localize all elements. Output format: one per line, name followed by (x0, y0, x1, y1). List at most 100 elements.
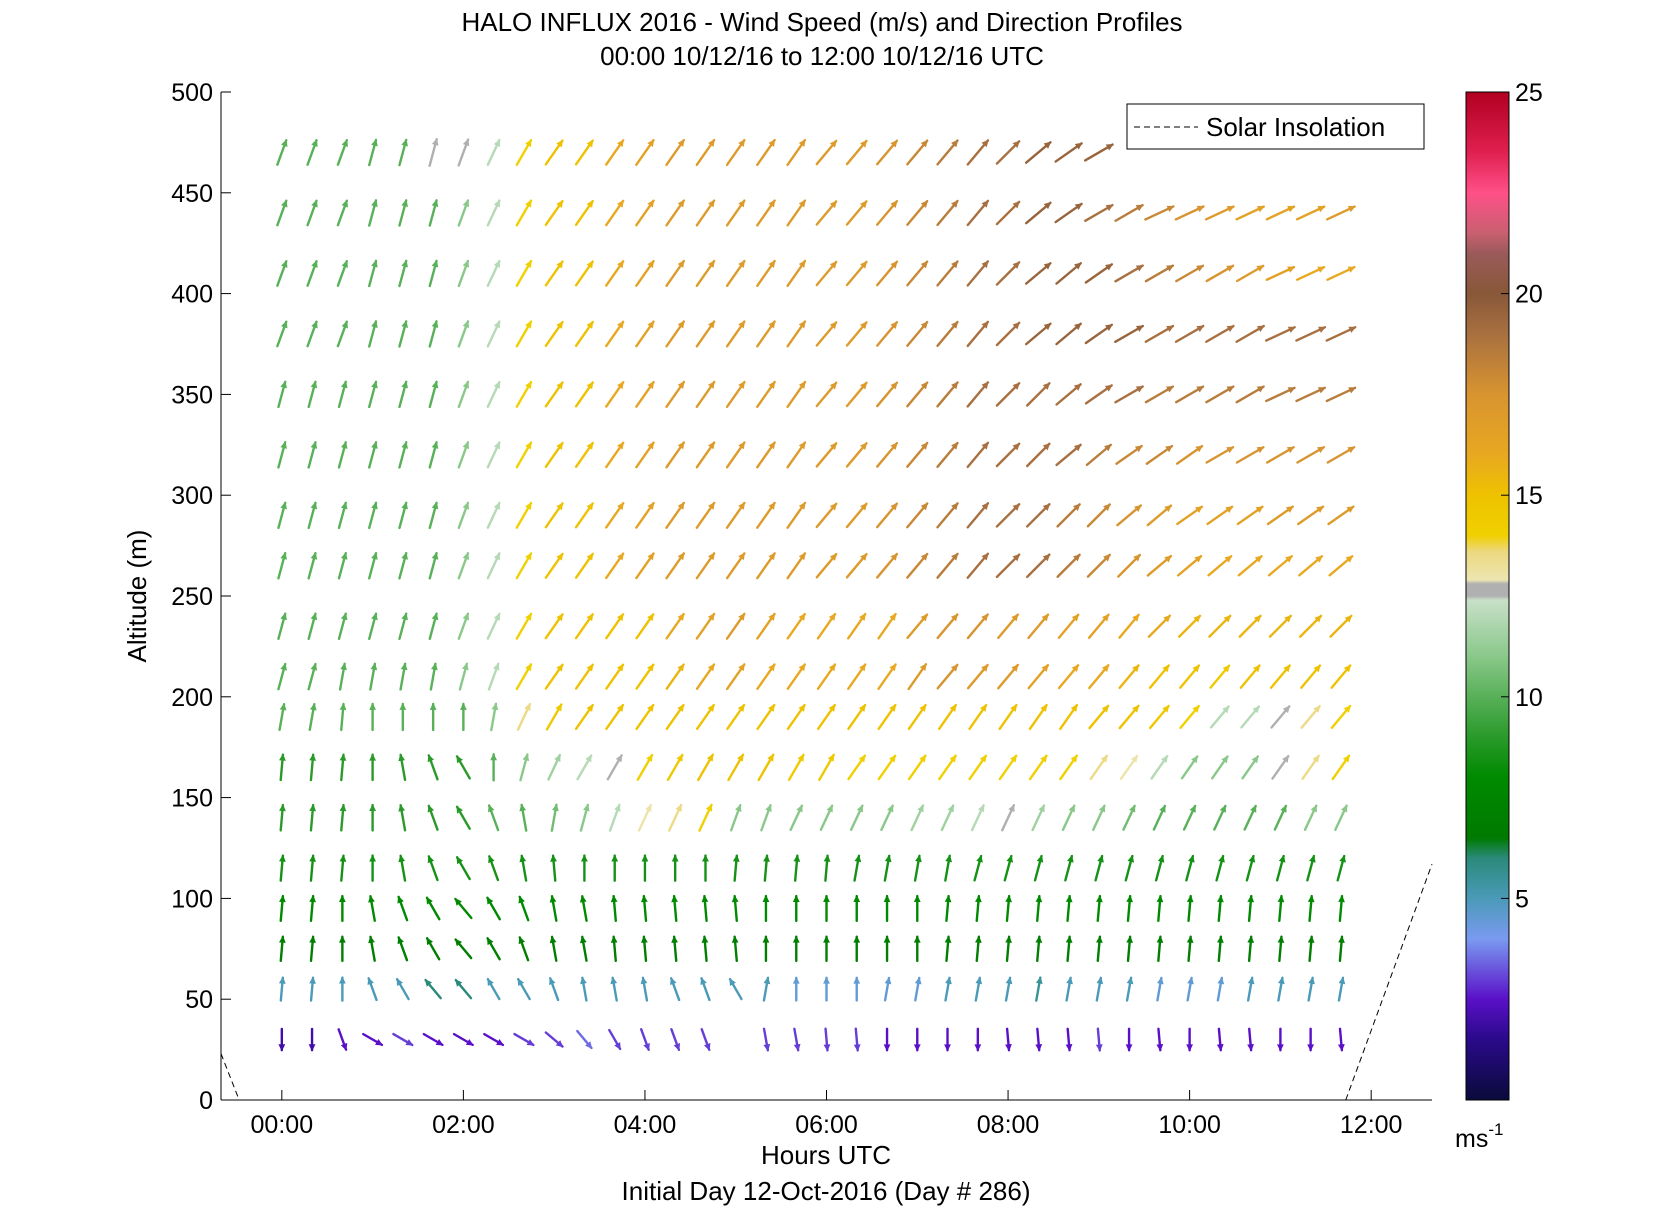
x-axis-ticks: 00:00 02:00 04:00 06:00 08:00 10:00 12:00 (251, 1090, 1402, 1139)
wind-arrow (398, 804, 407, 832)
wind-arrow (847, 703, 867, 731)
wind-arrow (762, 935, 770, 963)
wind-arrow (762, 894, 770, 923)
wind-arrow (665, 259, 686, 288)
wind-arrow (1095, 935, 1103, 963)
wind-arrow (906, 552, 929, 579)
wind-arrow (308, 1027, 316, 1052)
wind-arrow (337, 612, 348, 640)
wind-arrow (725, 612, 746, 640)
wind-arrow (608, 1028, 622, 1051)
wind-arrow (457, 441, 470, 469)
wind-arrow (665, 501, 686, 529)
wind-arrow (1336, 854, 1346, 882)
wind-arrow (368, 199, 378, 227)
wind-arrow (725, 552, 746, 580)
wind-arrow (1235, 385, 1265, 404)
wind-arrow (845, 139, 868, 166)
wind-arrow (635, 663, 655, 690)
wind-arrow (876, 381, 899, 408)
y-tick-label: 350 (171, 381, 213, 409)
wind-arrow (516, 703, 532, 731)
wind-arrow (1028, 703, 1048, 731)
wind-arrow (336, 199, 349, 227)
wind-arrow (815, 139, 838, 166)
wind-arrow (635, 441, 655, 469)
wind-arrow (336, 320, 349, 348)
wind-arrow (486, 896, 502, 921)
wind-arrow (1094, 854, 1104, 882)
wind-arrow (876, 260, 899, 287)
colorbar-tick-label: 25 (1515, 79, 1543, 107)
wind-arrow (610, 976, 618, 1002)
wind-arrow (1065, 1027, 1073, 1052)
wind-arrow (1186, 935, 1194, 963)
wind-arrow (966, 139, 990, 166)
wind-arrow (1084, 323, 1114, 345)
wind-arrow (1247, 1027, 1254, 1052)
wind-arrow (936, 260, 959, 287)
wind-arrow (1186, 976, 1194, 1002)
wind-arrow (368, 320, 378, 348)
wind-arrow (695, 501, 716, 529)
wind-arrow (579, 803, 590, 832)
wind-arrow (457, 259, 470, 288)
wind-arrow (1118, 613, 1140, 639)
wind-arrow (457, 501, 470, 530)
wind-arrow (1144, 324, 1175, 343)
wind-arrow (1125, 1027, 1133, 1052)
wind-arrow (399, 702, 407, 732)
wind-arrow (700, 977, 711, 1002)
wind-arrow (279, 753, 286, 782)
wind-arrow (369, 662, 378, 691)
wind-arrow (995, 442, 1021, 468)
wind-arrow (1235, 324, 1265, 343)
wind-arrow (1266, 505, 1294, 526)
wind-arrow (455, 856, 471, 881)
wind-arrow (913, 935, 921, 963)
wind-arrow (277, 441, 287, 469)
wind-arrow (845, 321, 868, 347)
wind-arrow (515, 138, 533, 166)
wind-arrow (845, 260, 868, 287)
wind-arrow (483, 1032, 505, 1047)
wind-arrow (1275, 854, 1286, 882)
wind-arrow (337, 501, 348, 530)
wind-arrow (1064, 854, 1074, 882)
wind-arrow (1215, 854, 1225, 882)
wind-arrow (937, 703, 958, 731)
wind-arrow (1055, 443, 1082, 467)
wind-arrow (1243, 804, 1257, 831)
wind-arrow (906, 502, 929, 529)
wind-arrow (606, 754, 623, 781)
wind-arrow (339, 753, 347, 782)
wind-arrow (1146, 554, 1173, 577)
wind-arrow (605, 441, 625, 469)
wind-arrow (278, 976, 286, 1002)
wind-arrow (1152, 804, 1167, 831)
y-tick-label: 500 (171, 79, 213, 107)
wind-arrow (695, 320, 716, 348)
wind-arrow (369, 854, 377, 882)
wind-arrow (277, 552, 287, 580)
wind-arrow (966, 663, 989, 690)
wind-arrow (756, 612, 776, 640)
wind-arrow (1330, 704, 1352, 730)
wind-arrow (968, 754, 988, 781)
wind-arrow (725, 199, 746, 227)
wind-arrow (1295, 386, 1326, 403)
wind-arrow (428, 259, 439, 288)
wind-arrow (695, 703, 716, 731)
colorbar-unit-label: ms-1 (1455, 1120, 1503, 1153)
colorbar-tick-label: 15 (1515, 482, 1543, 510)
wind-arrow (1126, 935, 1134, 963)
x-axis-sublabel: Initial Day 12-Oct-2016 (Day # 286) (622, 1176, 1031, 1206)
wind-arrow (815, 442, 838, 468)
wind-arrow (1208, 614, 1232, 638)
wind-arrow (695, 663, 716, 690)
wind-arrow (1084, 384, 1113, 405)
wind-arrow (883, 854, 892, 882)
wind-arrow (1028, 754, 1048, 781)
wind-arrow (398, 138, 408, 167)
wind-arrow (1217, 894, 1224, 923)
